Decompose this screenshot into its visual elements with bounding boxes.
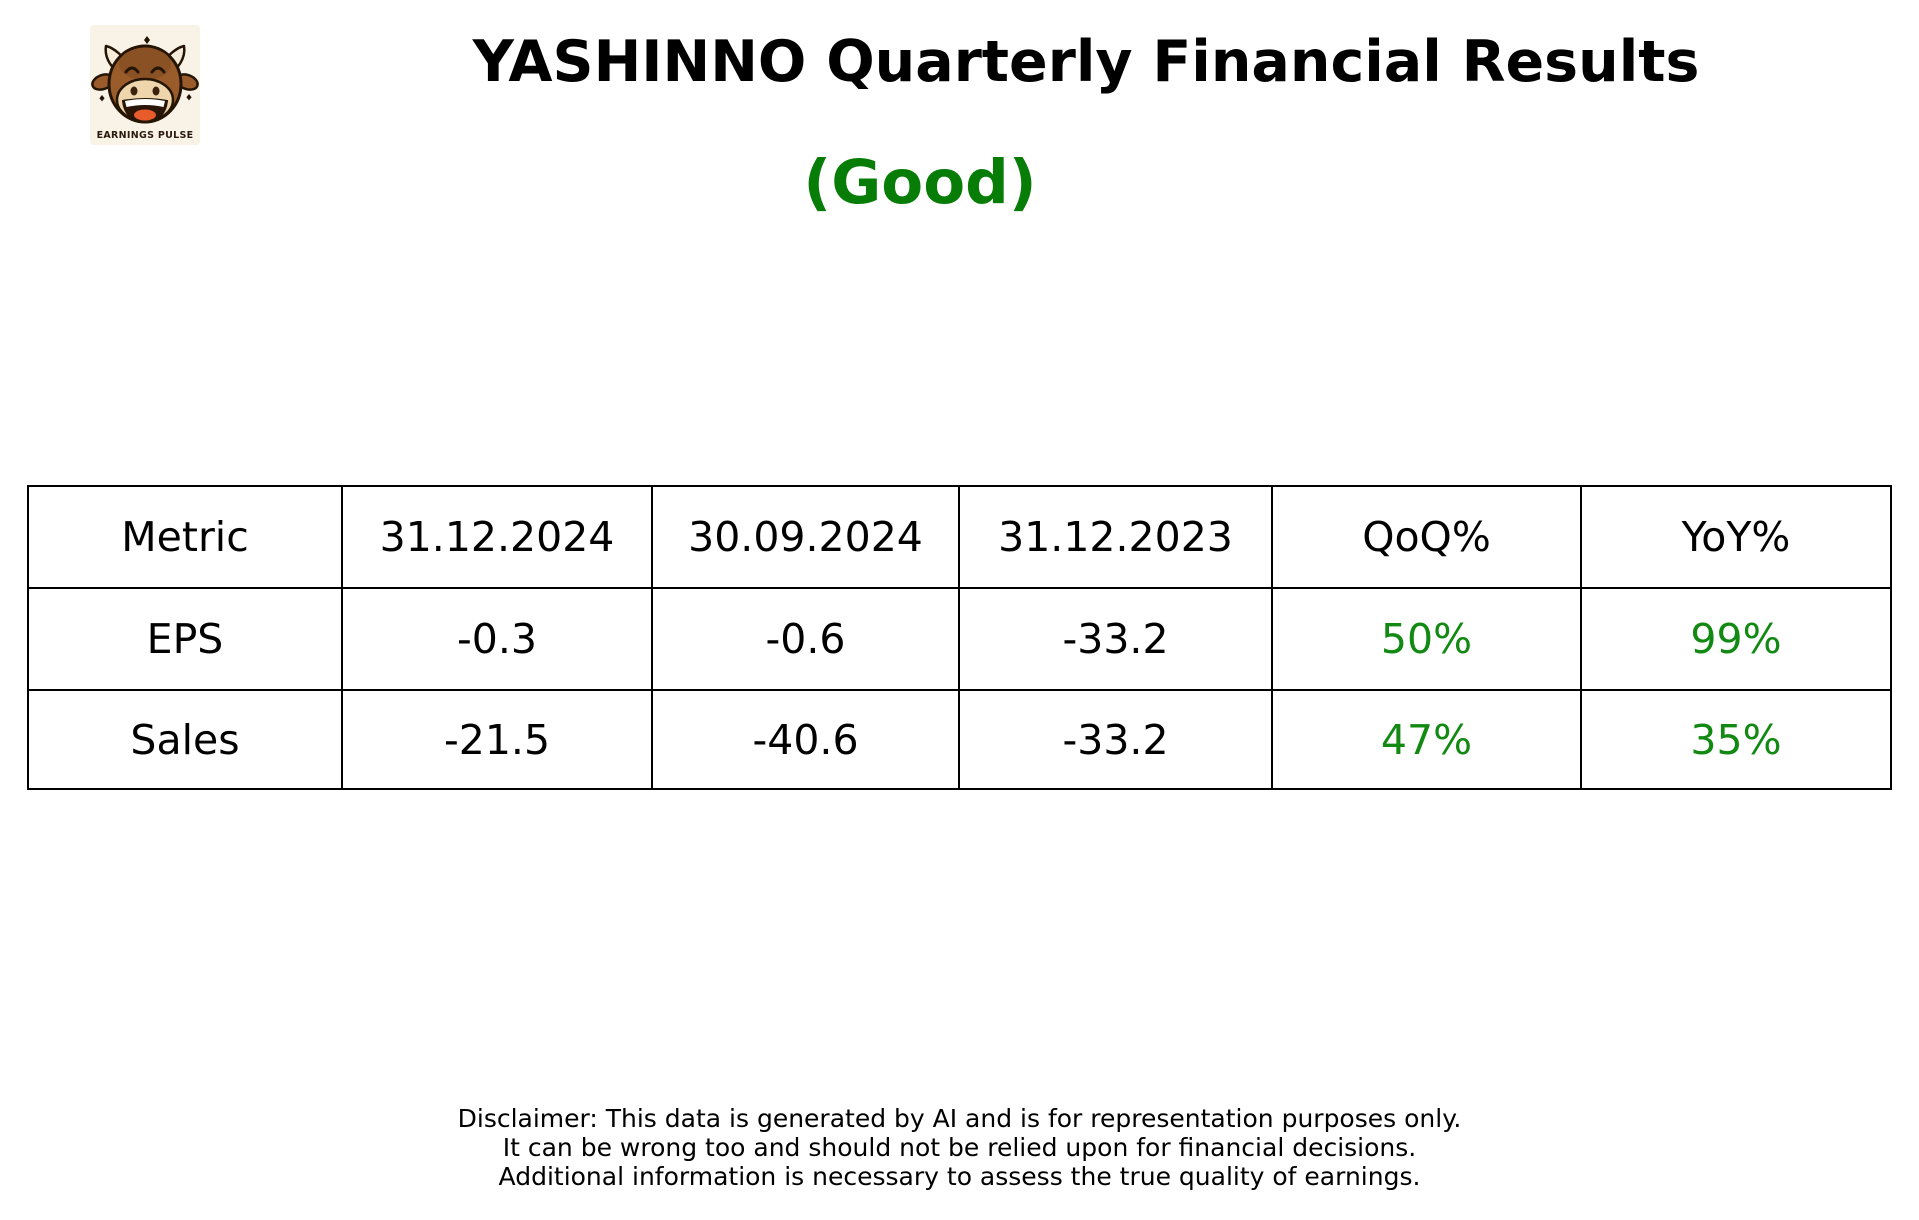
quality-rating-subtitle: (Good)	[803, 147, 1037, 218]
table-row-sales: Sales -21.5 -40.6 -33.2 47% 35%	[27, 689, 1892, 790]
eps-30-09-2024: -0.6	[651, 587, 960, 691]
sales-yoy-percent: 35%	[1580, 689, 1892, 790]
disclaimer-line-3: Additional information is necessary to a…	[498, 1162, 1421, 1191]
earnings-pulse-logo: EARNINGS PULSE	[90, 25, 200, 145]
sales-30-09-2024: -40.6	[651, 689, 960, 790]
sales-metric-label: Sales	[27, 689, 343, 790]
sales-31-12-2023: -33.2	[958, 689, 1273, 790]
column-header-31-12-2024: 31.12.2024	[341, 485, 653, 589]
page-title: YASHINNO Quarterly Financial Results	[472, 29, 1700, 95]
eps-qoq-percent: 50%	[1271, 587, 1582, 691]
eps-31-12-2023: -33.2	[958, 587, 1273, 691]
sales-qoq-percent: 47%	[1271, 689, 1582, 790]
disclaimer-line-2: It can be wrong too and should not be re…	[502, 1133, 1417, 1162]
column-header-31-12-2023: 31.12.2023	[958, 485, 1273, 589]
sales-31-12-2024: -21.5	[341, 689, 653, 790]
financial-results-table: Metric 31.12.2024 30.09.2024 31.12.2023 …	[27, 485, 1892, 790]
disclaimer-line-1: Disclaimer: This data is generated by AI…	[457, 1104, 1462, 1133]
eps-31-12-2024: -0.3	[341, 587, 653, 691]
column-header-yoy: YoY%	[1580, 485, 1892, 589]
eps-metric-label: EPS	[27, 587, 343, 691]
eps-yoy-percent: 99%	[1580, 587, 1892, 691]
logo-caption: EARNINGS PULSE	[96, 130, 194, 141]
column-header-qoq: QoQ%	[1271, 485, 1582, 589]
disclaimer: Disclaimer: This data is generated by AI…	[0, 1104, 1919, 1191]
table-header-row: Metric 31.12.2024 30.09.2024 31.12.2023 …	[27, 485, 1892, 589]
bull-logo-icon	[91, 36, 199, 124]
column-header-metric: Metric	[27, 485, 343, 589]
table-row-eps: EPS -0.3 -0.6 -33.2 50% 99%	[27, 587, 1892, 691]
column-header-30-09-2024: 30.09.2024	[651, 485, 960, 589]
